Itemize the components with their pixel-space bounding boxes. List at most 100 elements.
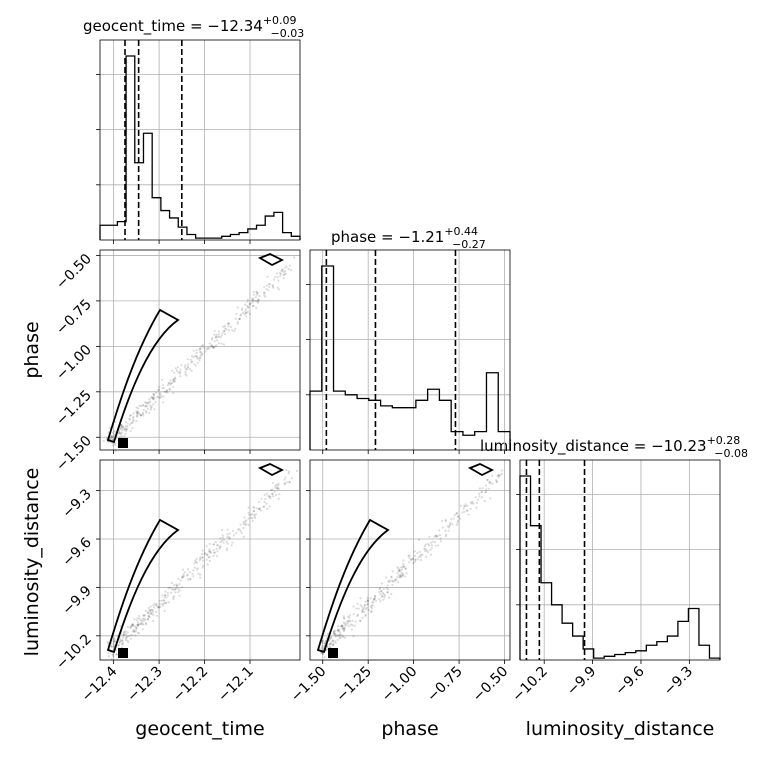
scatter-point bbox=[338, 628, 341, 631]
scatter-point bbox=[328, 643, 331, 646]
scatter-point bbox=[269, 497, 272, 500]
scatter-point bbox=[242, 526, 245, 530]
scatter-point bbox=[397, 570, 401, 573]
contour-main bbox=[316, 518, 390, 654]
scatter-point bbox=[242, 520, 245, 524]
grid bbox=[520, 460, 720, 660]
scatter-point bbox=[212, 549, 215, 552]
scatter-point bbox=[331, 643, 334, 646]
scatter-point bbox=[495, 479, 498, 482]
scatter-point bbox=[178, 372, 181, 375]
scatter-point bbox=[154, 401, 157, 404]
scatter-point bbox=[434, 534, 437, 537]
scatter-point bbox=[399, 574, 402, 578]
scatter-point bbox=[338, 634, 341, 637]
scatter-point bbox=[228, 532, 231, 535]
scatter-point bbox=[195, 561, 199, 564]
scatter-point bbox=[288, 264, 291, 267]
scatter-point bbox=[132, 628, 135, 632]
scatter-point bbox=[251, 519, 254, 523]
scatter-point bbox=[144, 401, 147, 404]
xlabel-geocent-time: geocent_time bbox=[135, 718, 264, 740]
panel-frame bbox=[309, 249, 511, 451]
scatter-point bbox=[382, 593, 385, 596]
scatter-point bbox=[476, 498, 479, 501]
scatter-point bbox=[131, 623, 134, 626]
scatter-point bbox=[336, 638, 339, 642]
hist-panel-geocent-time bbox=[96, 39, 301, 244]
scatter-point bbox=[106, 641, 109, 644]
scatter-point bbox=[199, 573, 202, 576]
scatter-point bbox=[337, 629, 340, 632]
scatter-point bbox=[349, 614, 352, 617]
scatter-point bbox=[111, 653, 114, 656]
scatter-point bbox=[211, 345, 214, 349]
scatter-point bbox=[401, 574, 404, 577]
scatter-point bbox=[207, 556, 210, 559]
scatter-point bbox=[151, 609, 154, 612]
scatter-point bbox=[122, 636, 125, 639]
scatter-point bbox=[287, 472, 290, 475]
scatter-point bbox=[201, 566, 204, 569]
scatter-point bbox=[184, 364, 187, 367]
scatter-point bbox=[132, 417, 135, 420]
scatter-point bbox=[191, 572, 194, 576]
scatter-point bbox=[213, 333, 216, 336]
scatter-point bbox=[341, 625, 344, 628]
scatter-point bbox=[126, 631, 129, 634]
scatter-point bbox=[128, 418, 131, 421]
scatter-point bbox=[416, 552, 419, 555]
scatter-point bbox=[136, 411, 139, 415]
scatter-point bbox=[179, 368, 182, 371]
scatter-point bbox=[478, 495, 481, 498]
scatter-point bbox=[198, 357, 201, 360]
scatter-point bbox=[430, 546, 434, 549]
scatter-point bbox=[253, 515, 256, 518]
scatter-point bbox=[195, 351, 198, 354]
title-phase: phase = −1.21+0.44 −0.27 bbox=[331, 225, 486, 251]
scatter-point bbox=[219, 537, 222, 540]
scatter-point bbox=[159, 395, 162, 398]
scatter-point bbox=[425, 555, 428, 559]
scatter-point bbox=[221, 331, 224, 334]
grid bbox=[100, 40, 300, 240]
scatter-point bbox=[216, 335, 219, 338]
scatter-point bbox=[118, 640, 121, 644]
scatter-point bbox=[223, 333, 227, 336]
scatter-point bbox=[186, 366, 190, 369]
scatter-point bbox=[164, 594, 167, 597]
scatter-point bbox=[346, 620, 349, 623]
scatter-point bbox=[381, 591, 384, 595]
scatter-point bbox=[165, 389, 168, 392]
scatter-point bbox=[149, 406, 152, 409]
scatter-point bbox=[205, 558, 208, 561]
scatter-point bbox=[274, 484, 277, 487]
scatter-point bbox=[128, 423, 131, 426]
scatter-point bbox=[183, 571, 186, 574]
scatter-point bbox=[148, 615, 151, 619]
scatter-point bbox=[348, 616, 351, 619]
scatter-point bbox=[282, 273, 285, 277]
scatter-point bbox=[179, 375, 182, 378]
scatter-point bbox=[188, 578, 192, 581]
scatter-point bbox=[175, 369, 178, 372]
scatter-point bbox=[133, 618, 136, 621]
scatter-point bbox=[337, 635, 340, 638]
scatter-point bbox=[131, 624, 134, 627]
scatter-point bbox=[234, 327, 237, 330]
scatter-point bbox=[223, 329, 226, 333]
scatter-point bbox=[277, 484, 280, 487]
scatter-point bbox=[126, 625, 129, 629]
scatter-point bbox=[163, 390, 166, 393]
scatter-point bbox=[194, 559, 197, 562]
scatter-point bbox=[342, 616, 345, 620]
scatter-point bbox=[457, 515, 460, 518]
scatter-point bbox=[345, 624, 348, 627]
scatter-point bbox=[186, 358, 189, 361]
scatter-point bbox=[204, 350, 207, 353]
scatter-point bbox=[201, 549, 204, 552]
scatter-point bbox=[246, 298, 249, 301]
scatter-point bbox=[401, 574, 404, 577]
scatter-point bbox=[172, 588, 175, 591]
